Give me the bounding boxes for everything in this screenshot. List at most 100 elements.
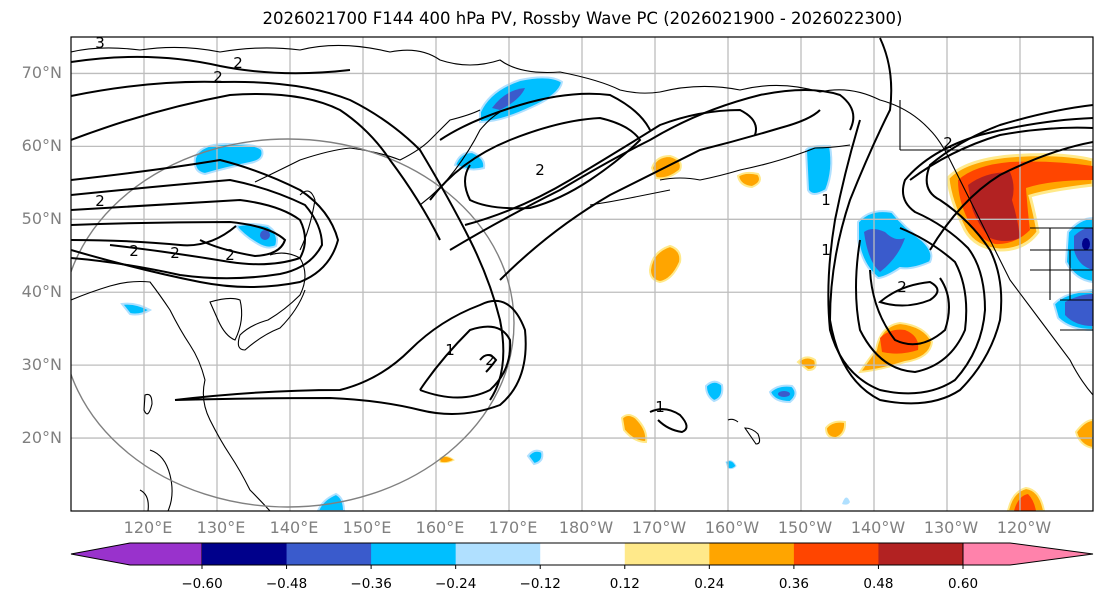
colorbar	[70, 542, 1094, 569]
chart-title: 2026021700 F144 400 hPa PV, Rossby Wave …	[262, 9, 903, 28]
lon-tick-label: 170°E	[488, 518, 538, 537]
pv-contour-16	[828, 37, 1093, 405]
pv-contour-23	[649, 408, 688, 434]
anomaly-neg-small-2-core	[778, 391, 790, 397]
anomaly-neg-small-6	[842, 497, 850, 505]
anomaly-neg-bohai	[120, 302, 153, 316]
lon-tick-label: 120°W	[996, 518, 1052, 537]
colorbar-extend-min	[70, 542, 203, 566]
colorbar-tick-label: −0.12	[519, 576, 561, 592]
coast-japan	[237, 252, 306, 351]
colorbar-segment	[540, 543, 626, 565]
lon-tick-label: 180°W	[558, 518, 614, 537]
lon-tick-label: 160°E	[415, 518, 465, 537]
pv-contour-7	[71, 220, 287, 258]
contour-label: 2	[535, 161, 545, 179]
pv-contour-19	[869, 269, 950, 346]
lon-tick-label: 160°W	[704, 518, 760, 537]
pv-contour-21	[929, 141, 1093, 251]
plot-frame	[70, 36, 1094, 512]
pv-contour-5	[71, 178, 324, 280]
lat-tick-label: 40°N	[21, 282, 62, 302]
pv-contour-24	[479, 354, 498, 373]
contour-label: 2	[129, 242, 139, 260]
pv-contour-18	[855, 227, 968, 374]
pv-contour-22	[909, 126, 1093, 181]
pv-contour-15	[499, 109, 821, 281]
colorbar-segment	[202, 543, 288, 565]
pv-contour-8	[71, 225, 237, 247]
contour-label: 1	[821, 191, 831, 209]
anomaly-neg-rockies-core	[1074, 227, 1093, 270]
pv-contour-17	[827, 117, 1093, 395]
pv-contour-11	[439, 92, 651, 141]
colorbar-segment	[455, 543, 541, 565]
colorbar-tick-label: 0.12	[609, 576, 640, 592]
anomaly-pos-small-4	[1074, 418, 1093, 450]
pv-contour-2	[71, 80, 505, 401]
pv-contour-4	[71, 158, 340, 288]
coast-alaska-peninsula	[659, 144, 851, 181]
coast-korea	[209, 297, 243, 341]
colorbar-tick-label: 0.24	[694, 576, 725, 592]
anomaly-pos-small-1	[796, 356, 817, 372]
lat-tick-label: 30°N	[21, 355, 62, 375]
pv-contour-20	[877, 280, 939, 307]
coast-okhotsk	[254, 109, 481, 183]
pv-contour-14	[464, 108, 757, 226]
lon-tick-label: 120°E	[123, 518, 173, 537]
colorbar-outline	[202, 542, 963, 566]
pv-contour-13	[449, 89, 855, 251]
colorbar-segment	[371, 543, 457, 565]
pv-contour-9	[174, 300, 527, 415]
anomaly-neg-rockies-peak	[1082, 238, 1090, 250]
colorbar-tick-label: −0.36	[350, 576, 392, 592]
pv-contour-10	[419, 325, 512, 399]
coast-us-states	[1030, 228, 1093, 331]
coast-asia-east	[71, 280, 271, 511]
lat-tick-label: 50°N	[21, 209, 62, 229]
anomaly-neg-small-3	[526, 449, 544, 466]
contour-label: 2	[95, 192, 105, 210]
contour-label: 2	[225, 246, 235, 264]
lon-tick-label: 140°E	[269, 518, 319, 537]
colorbar-segment	[878, 543, 964, 565]
anomaly-neg-small-1	[704, 380, 724, 403]
colorbar-extend-max	[962, 542, 1094, 566]
contour-label: 3	[95, 34, 105, 52]
anomaly-pos-small-3	[824, 420, 847, 440]
radius-circle	[71, 138, 515, 508]
contour-label: 2	[170, 244, 180, 262]
colorbar-segment	[286, 543, 372, 565]
contour-label: 2	[943, 134, 953, 152]
lon-tick-label: 150°E	[342, 518, 392, 537]
colorbar-segment	[793, 543, 879, 565]
coast-siberia	[71, 44, 661, 94]
colorbar-tick-label: 0.48	[863, 576, 894, 592]
anomaly-neg-southwest-core	[1065, 294, 1093, 326]
contour-label: 1	[445, 341, 455, 359]
anomaly-neg-okhotsk	[193, 142, 264, 176]
lat-tick-label: 60°N	[21, 136, 62, 156]
pv-contour-1	[71, 55, 351, 75]
contour-label: 2	[485, 351, 495, 369]
coast-taiwan	[143, 393, 153, 415]
coast-philippines	[139, 449, 173, 511]
colorbar-tick-label: 0.60	[947, 576, 979, 592]
coast-hawaii	[727, 418, 761, 445]
contour-label: 2	[897, 278, 907, 296]
lon-tick-label: 130°E	[196, 518, 246, 537]
pv-contours	[71, 37, 1093, 434]
coast-aleutians	[589, 189, 671, 206]
lon-tick-label: 150°W	[777, 518, 833, 537]
colorbar-tick-label: 0.36	[778, 576, 809, 592]
colorbar-segment	[624, 543, 710, 565]
contour-label: 2	[213, 68, 223, 86]
graticule	[71, 37, 1093, 511]
pv-contour-3	[71, 93, 441, 241]
anomaly-pos-aleutian-2	[736, 171, 761, 189]
colorbar-tick-label: −0.60	[181, 576, 223, 592]
lon-tick-label: 170°W	[631, 518, 687, 537]
